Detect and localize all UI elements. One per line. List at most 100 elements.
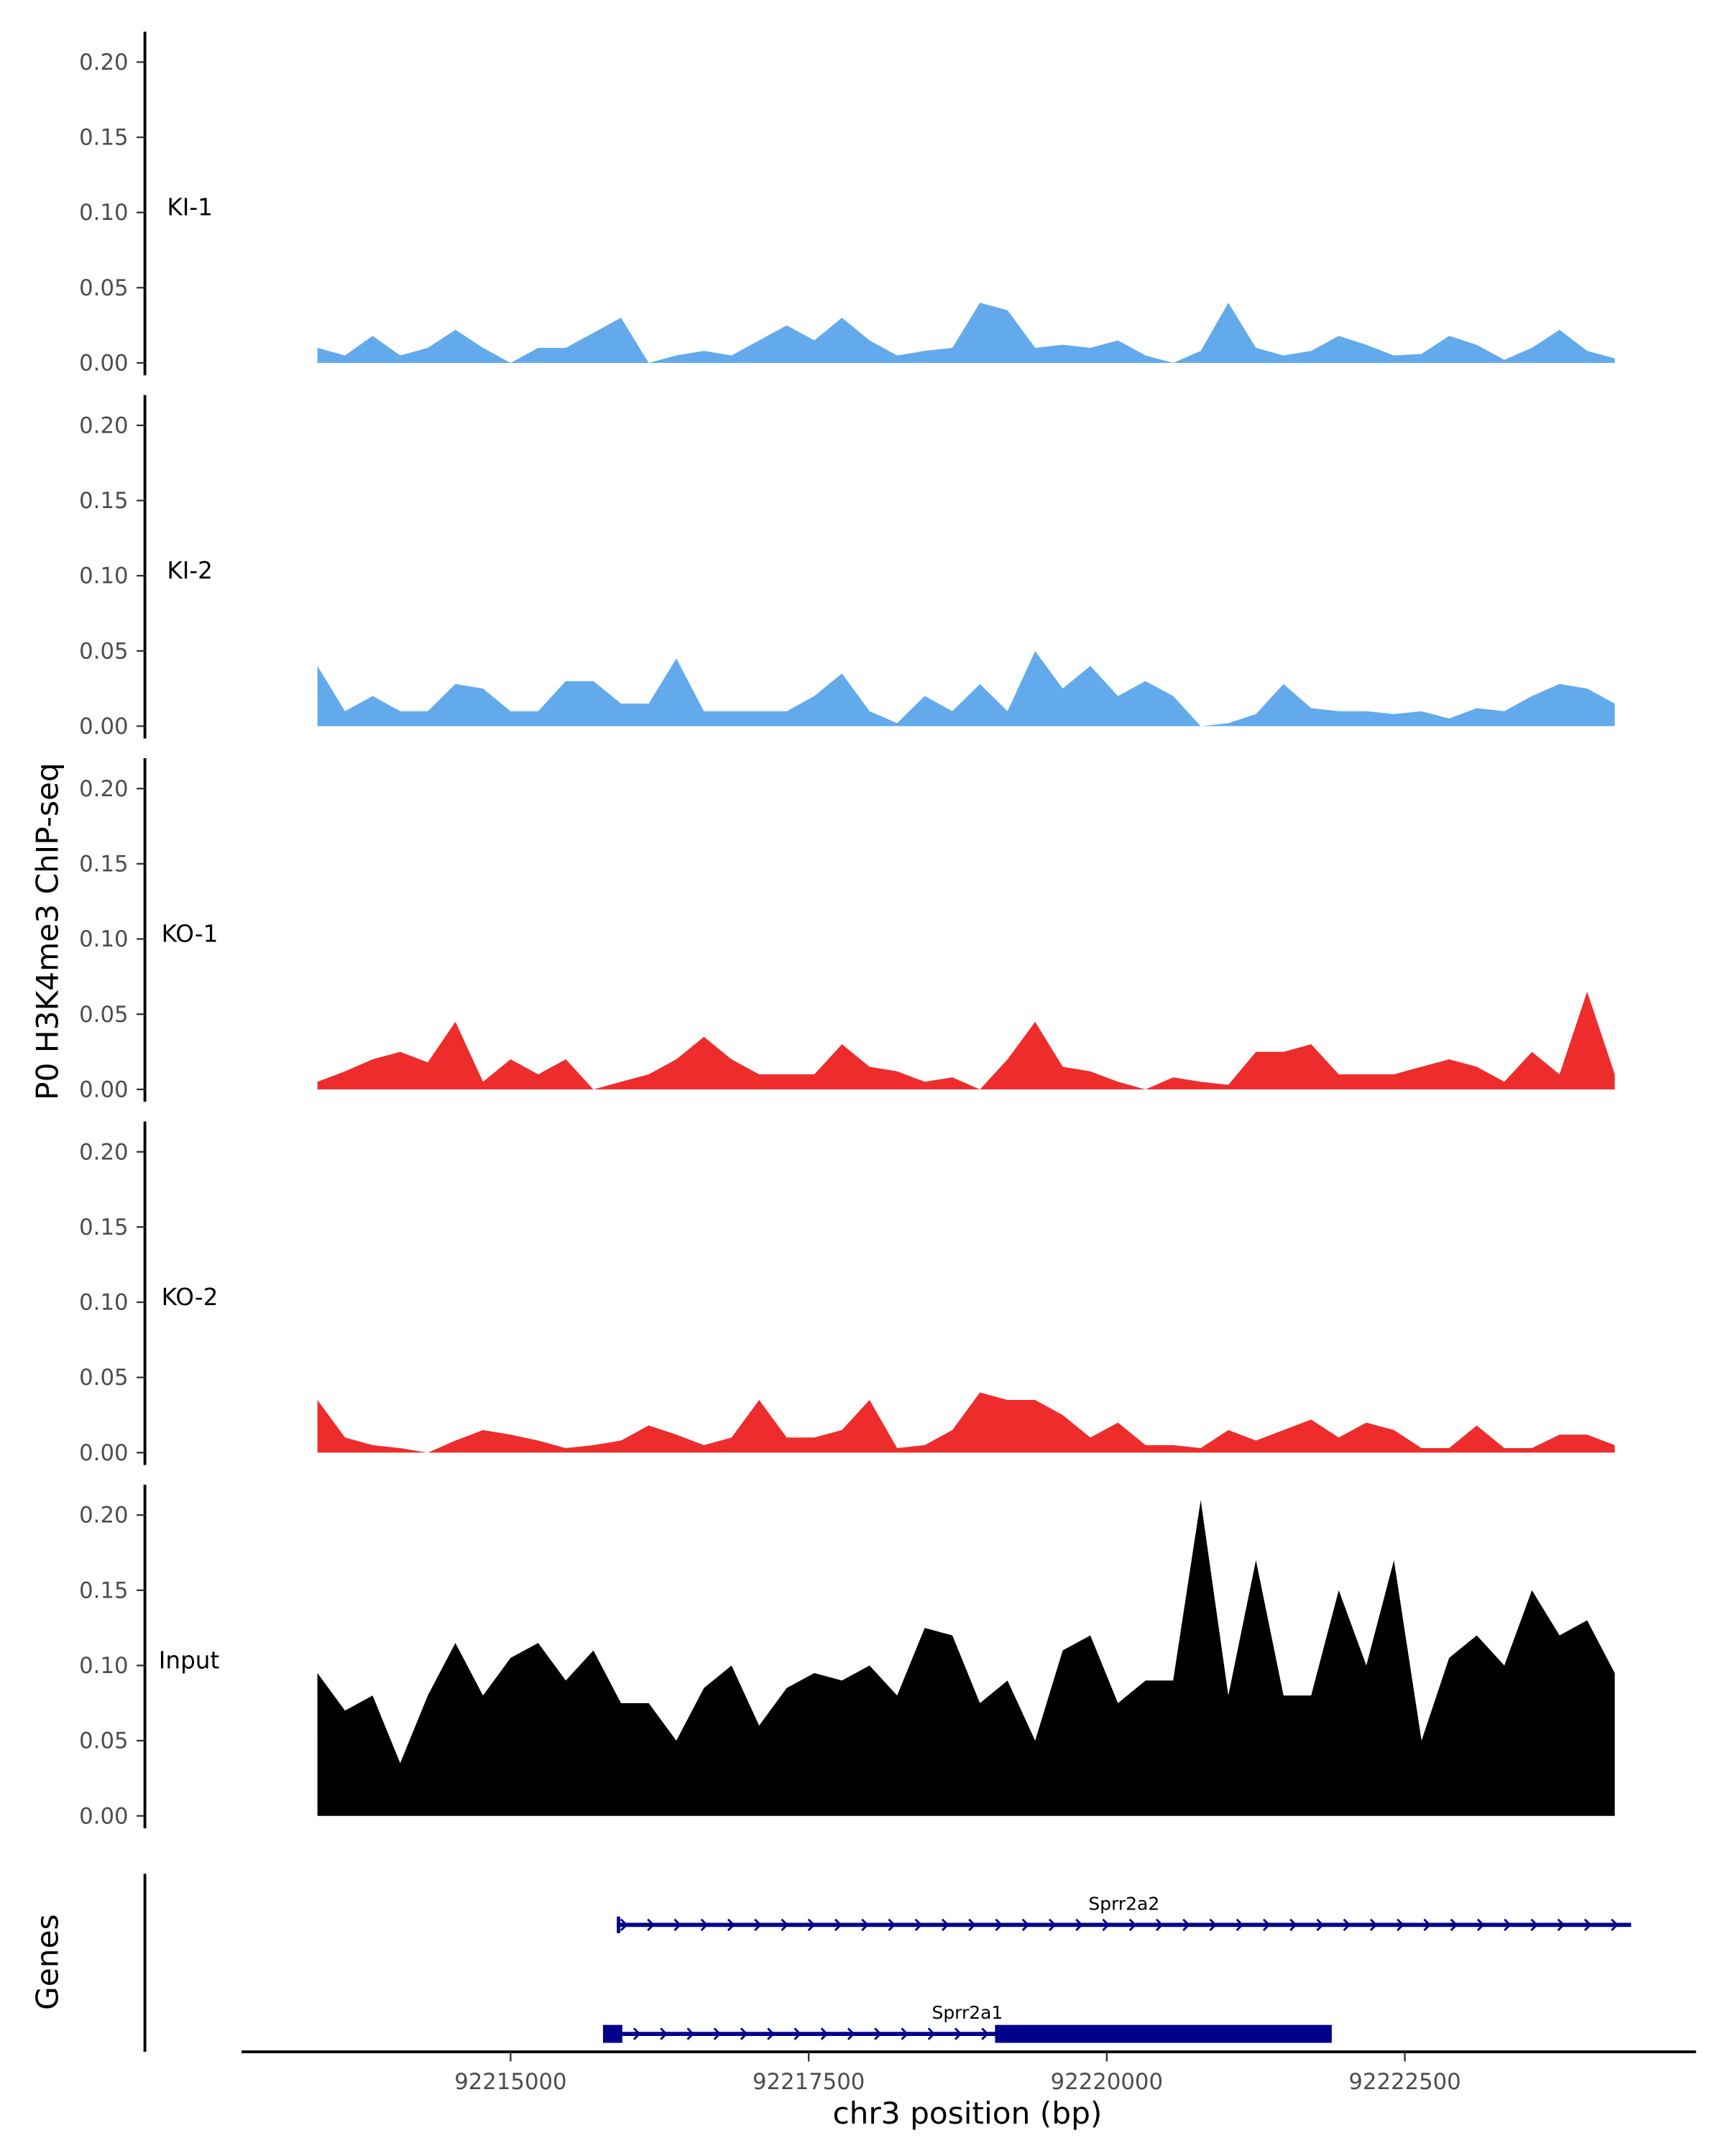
x-tick-label: 92215000: [454, 2069, 566, 2095]
strand-arrow-icon: [700, 1918, 709, 1932]
gene-exon: [995, 2024, 1332, 2043]
y-tick-label: 0.00: [79, 1440, 128, 1466]
gene-exon: [602, 2024, 622, 2043]
genes-axis-label: Genes: [30, 1915, 65, 2010]
gene-sprr2a1: Sprr2a1: [602, 2002, 1332, 2043]
strand-arrow-icon: [1048, 1918, 1057, 1932]
y-tick-label: 0.05: [79, 1728, 128, 1754]
strand-arrow-icon: [1397, 1918, 1404, 1932]
signal-area-ko-1: [317, 991, 1615, 1089]
strand-arrow-icon: [1583, 1918, 1592, 1932]
y-tick-label: 0.10: [79, 200, 128, 226]
signal-area-ki-2: [317, 650, 1615, 727]
strand-arrow-icon: [874, 2027, 882, 2040]
y-axis-label: P0 H3K4me3 ChIP-seq: [30, 763, 65, 1100]
strand-arrow-icon: [1476, 1918, 1485, 1932]
strand-arrow-icon: [1316, 1918, 1325, 1932]
strand-arrow-icon: [754, 1918, 762, 1932]
y-tick-label: 0.15: [79, 488, 128, 514]
y-tick-label: 0.15: [79, 851, 128, 877]
y-tick-label: 0.00: [79, 1077, 128, 1102]
signal-area-ko-2: [317, 1392, 1615, 1453]
track-label: Input: [159, 1646, 220, 1674]
strand-arrow-icon: [834, 1918, 842, 1932]
strand-arrow-icon: [1182, 1918, 1190, 1932]
y-tick-label: 0.05: [79, 638, 128, 664]
strand-arrow-icon: [767, 2027, 775, 2040]
strand-arrow-icon: [1236, 1918, 1244, 1932]
strand-arrow-icon: [954, 2027, 962, 2040]
y-tick-label: 0.00: [79, 714, 128, 740]
strand-arrow-icon: [807, 1918, 816, 1932]
track-ki-1: 0.00 0.05 0.10 0.15 0.20 KI-1: [79, 32, 1615, 377]
strand-arrow-icon: [995, 1918, 1003, 1932]
strand-arrow-icon: [660, 2027, 668, 2040]
track-ki-2: 0.00 0.05 0.10 0.15 0.20 KI-2: [79, 395, 1615, 740]
strand-arrow-icon: [1128, 1918, 1137, 1932]
strand-arrow-icon: [1021, 1918, 1030, 1932]
gene-exon: [617, 1916, 621, 1933]
strand-arrow-icon: [1155, 1918, 1164, 1932]
strand-arrow-icon: [632, 2027, 641, 2040]
y-tick-label: 0.00: [79, 351, 128, 377]
y-tick-label: 0.20: [79, 776, 128, 802]
y-tick-label: 0.15: [79, 1577, 128, 1603]
strand-arrow-icon: [1075, 1918, 1083, 1932]
track-label: KO-1: [162, 920, 218, 947]
strand-arrow-icon: [861, 1918, 869, 1932]
gene-label: Sprr2a1: [932, 2002, 1003, 2023]
strand-arrow-icon: [1209, 1918, 1218, 1932]
strand-arrow-icon: [794, 2027, 802, 2040]
strand-arrow-icon: [1369, 1918, 1378, 1932]
genes-track: Sprr2a2 Sprr2a1: [143, 1874, 1632, 2053]
strand-arrow-icon: [941, 1918, 949, 1932]
gene-label: Sprr2a2: [1088, 1893, 1159, 1914]
y-tick-label: 0.20: [79, 413, 128, 438]
y-tick-label: 0.20: [79, 1503, 128, 1529]
track-label: KO-2: [162, 1284, 218, 1311]
strand-arrow-icon: [1102, 1918, 1110, 1932]
y-tick-label: 0.15: [79, 1215, 128, 1240]
strand-arrow-icon: [1343, 1918, 1351, 1932]
x-tick-label: 92220000: [1051, 2069, 1163, 2095]
y-tick-label: 0.10: [79, 563, 128, 589]
strand-arrow-icon: [888, 1918, 896, 1932]
y-tick-label: 0.00: [79, 1803, 128, 1829]
strand-arrow-icon: [1289, 1918, 1297, 1932]
strand-arrow-icon: [901, 2027, 909, 2040]
track-ko-1: 0.00 0.05 0.10 0.15 0.20 KO-1: [79, 758, 1615, 1102]
x-axis: 92215000 92217500 92220000 92222500: [242, 2050, 1696, 2095]
y-tick-label: 0.15: [79, 125, 128, 151]
y-tick-label: 0.20: [79, 50, 128, 75]
track-label: KI-2: [167, 557, 213, 584]
strand-arrow-icon: [1423, 1918, 1432, 1932]
strand-arrow-icon: [1450, 1918, 1458, 1932]
strand-arrow-icon: [914, 1918, 923, 1932]
y-tick-label: 0.05: [79, 1365, 128, 1391]
track-panels: 0.00 0.05 0.10 0.15 0.20 KI-1 0.00 0.05 0.10 0.15…: [79, 32, 1615, 1829]
strand-arrow-icon: [740, 2027, 748, 2040]
strand-arrow-icon: [1504, 1918, 1512, 1932]
strand-arrow-icon: [820, 2027, 829, 2040]
strand-arrow-icon: [1557, 1918, 1565, 1932]
strand-arrow-icon: [727, 1918, 735, 1932]
x-tick-label: 92222500: [1348, 2069, 1460, 2095]
strand-arrow-icon: [647, 1918, 655, 1932]
strand-arrow-icon: [927, 2027, 936, 2040]
x-tick-label: 92217500: [753, 2069, 865, 2095]
strand-arrow-icon: [620, 1918, 628, 1932]
signal-area-input: [317, 1500, 1615, 1816]
strand-arrow-icon: [713, 2027, 722, 2040]
y-tick-label: 0.20: [79, 1139, 128, 1165]
signal-area-ki-1: [317, 303, 1615, 363]
y-tick-label: 0.05: [79, 275, 128, 301]
strand-arrow-icon: [1611, 1918, 1619, 1932]
track-ko-2: 0.00 0.05 0.10 0.15 0.20 KO-2: [79, 1121, 1615, 1466]
track-input: 0.00 0.05 0.10 0.15 0.20 Input: [79, 1484, 1615, 1829]
strand-arrow-icon: [1262, 1918, 1271, 1932]
strand-arrow-icon: [981, 2027, 989, 2040]
y-tick-label: 0.10: [79, 1653, 128, 1679]
y-tick-label: 0.10: [79, 1290, 128, 1316]
track-label: KI-1: [167, 194, 213, 221]
